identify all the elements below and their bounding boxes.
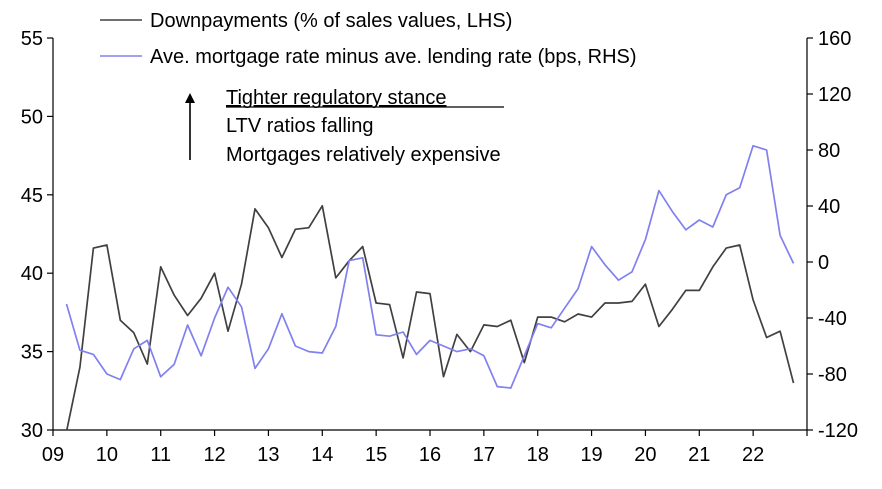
left-tick-label: 30 bbox=[21, 420, 43, 442]
x-tick-label: 13 bbox=[257, 444, 279, 466]
legend: Downpayments (% of sales values, LHS) Av… bbox=[100, 10, 637, 68]
right-tick-label: -120 bbox=[818, 420, 858, 442]
x-tick-label: 12 bbox=[203, 444, 225, 466]
x-tick-label: 20 bbox=[634, 444, 656, 466]
x-tick-label: 19 bbox=[580, 444, 602, 466]
right-tick-label: 80 bbox=[818, 140, 840, 162]
x-tick-label: 14 bbox=[311, 444, 333, 466]
left-tick-label: 45 bbox=[21, 185, 43, 207]
downpayments-line bbox=[65, 204, 795, 430]
right-tick-label: 120 bbox=[818, 84, 851, 106]
legend-label-mortgage-spread: Ave. mortgage rate minus ave. lending ra… bbox=[150, 46, 637, 68]
right-tick-label: -40 bbox=[818, 308, 847, 330]
left-tick-label: 50 bbox=[21, 106, 43, 128]
right-tick-label: 40 bbox=[818, 196, 840, 218]
up-arrow-icon bbox=[185, 93, 195, 160]
downpayments-series bbox=[65, 204, 795, 430]
right-tick-label: 0 bbox=[818, 252, 829, 274]
x-tick-label: 21 bbox=[688, 444, 710, 466]
x-tick-label: 09 bbox=[42, 444, 64, 466]
mortgage-spread-line bbox=[65, 144, 795, 389]
x-tick-label: 11 bbox=[150, 444, 171, 466]
x-tick-label: 22 bbox=[742, 444, 764, 466]
x-tick-label: 15 bbox=[365, 444, 387, 466]
axes: 30 35 40 45 50 55 -120 -80 -40 0 40 80 120 160 09 10 11 1… bbox=[21, 28, 858, 466]
left-tick-label: 35 bbox=[21, 342, 43, 364]
x-tick-label: 16 bbox=[419, 444, 441, 466]
right-tick-label: -80 bbox=[818, 364, 847, 386]
mortgage-spread-series bbox=[65, 144, 795, 389]
annotation: Tighter regulatory stance LTV ratios fal… bbox=[185, 87, 504, 166]
annotation-heading: Tighter regulatory stance bbox=[226, 87, 446, 109]
x-tick-label: 18 bbox=[527, 444, 549, 466]
x-tick-label: 17 bbox=[473, 444, 495, 466]
annotation-ltv: LTV ratios falling bbox=[226, 115, 373, 137]
annotation-mortgages: Mortgages relatively expensive bbox=[226, 144, 501, 166]
right-tick-label: 160 bbox=[818, 28, 851, 50]
left-tick-label: 55 bbox=[21, 28, 43, 50]
legend-label-downpayments: Downpayments (% of sales values, LHS) bbox=[150, 10, 512, 32]
x-tick-label: 10 bbox=[96, 444, 118, 466]
left-tick-label: 40 bbox=[21, 263, 43, 285]
